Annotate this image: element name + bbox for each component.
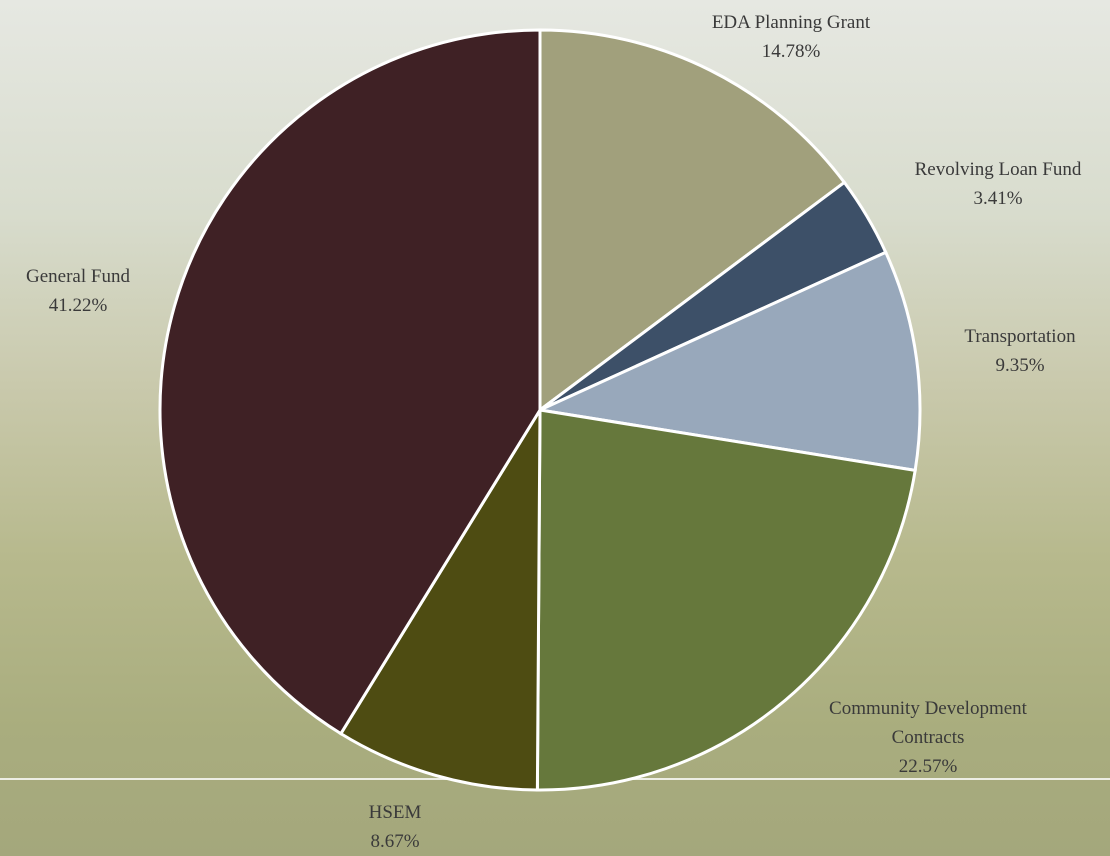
value-label: 3.41% (973, 188, 1023, 209)
value-label: 8.67% (370, 831, 420, 852)
pie-slice (538, 28, 847, 413)
slice-label: Revolving Loan Fund 3.41% (878, 155, 1110, 213)
pie-slice (158, 28, 542, 736)
category-label: Community Development Contracts (829, 698, 1027, 748)
slice-label: Transportation 9.35% (910, 322, 1110, 380)
category-label: EDA Planning Grant (711, 12, 871, 33)
pie-slice (534, 250, 922, 473)
category-label: Revolving Loan Fund (914, 159, 1082, 180)
slice-label: General Fund 41.22% (0, 262, 158, 320)
pie-slice (338, 404, 542, 792)
category-label: General Fund (26, 266, 130, 287)
value-label: 22.57% (898, 756, 958, 777)
slice-label: Community Development Contracts 22.57% (793, 694, 1063, 781)
value-label: 9.35% (995, 355, 1045, 376)
value-label: 14.78% (761, 41, 821, 62)
pie-slice (535, 408, 917, 792)
value-label: 41.22% (48, 295, 108, 316)
slice-label: HSEM 8.67% (335, 798, 455, 856)
slice-label: EDA Planning Grant 14.78% (671, 8, 911, 66)
category-label: HSEM (368, 802, 422, 823)
category-label: Transportation (964, 326, 1076, 347)
